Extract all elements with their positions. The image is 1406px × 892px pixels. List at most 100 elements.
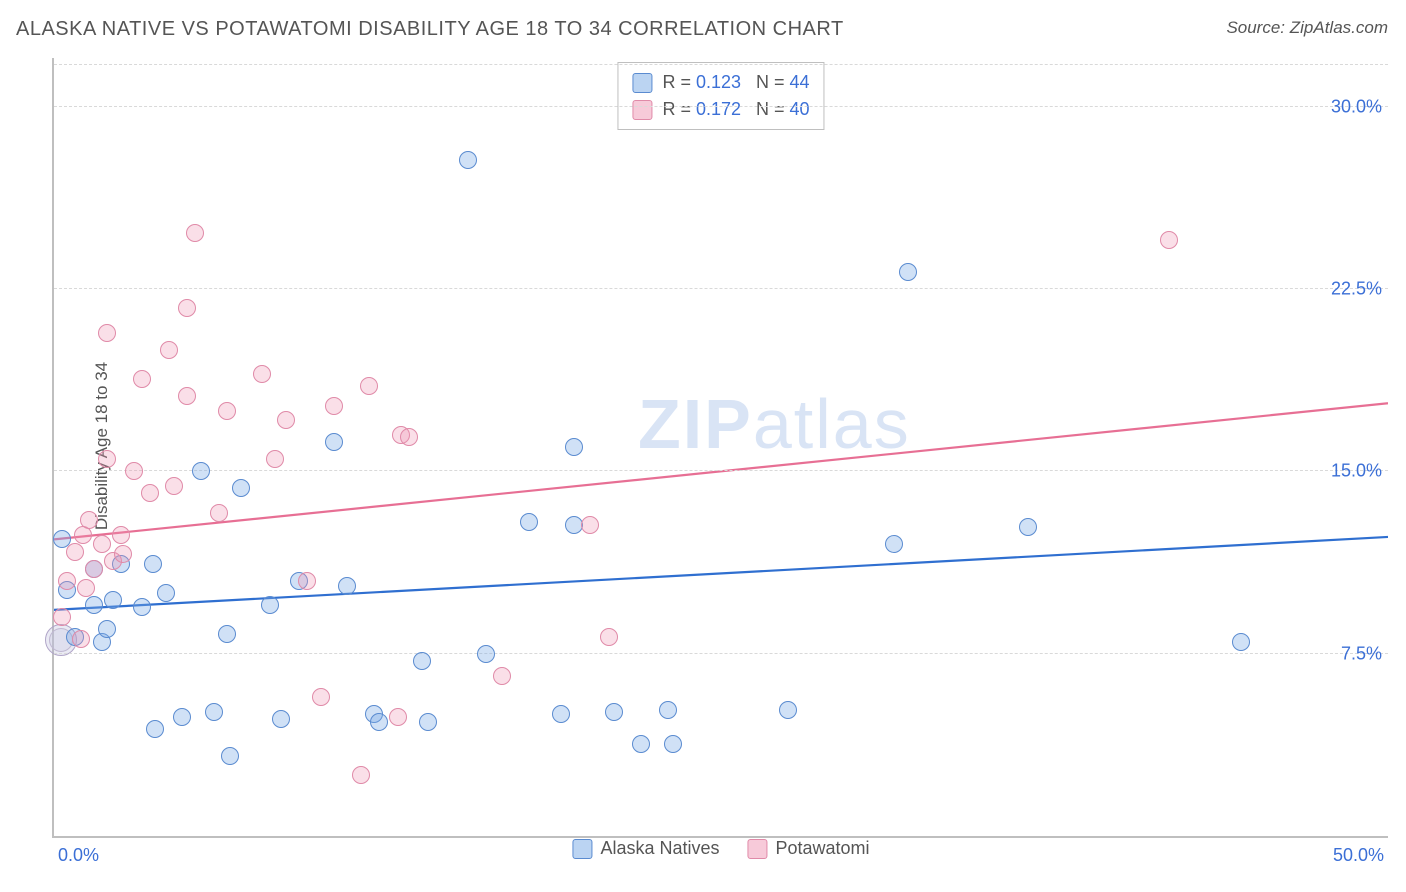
scatter-plot-area: ZIPatlas R = 0.123 N = 44 R = 0.172 N = …: [52, 58, 1388, 838]
x-tick-min: 0.0%: [58, 845, 99, 866]
scatter-point: [160, 341, 178, 359]
scatter-point: [1232, 633, 1250, 651]
scatter-point: [77, 579, 95, 597]
scatter-point: [493, 667, 511, 685]
gridline: [54, 106, 1388, 107]
watermark: ZIPatlas: [638, 384, 911, 464]
y-tick-label: 30.0%: [1323, 96, 1382, 117]
scatter-point: [1160, 231, 1178, 249]
scatter-point: [80, 511, 98, 529]
scatter-point: [112, 526, 130, 544]
scatter-point: [133, 598, 151, 616]
trend-lines: [54, 58, 1388, 836]
swatch-series1: [632, 73, 652, 93]
scatter-point: [413, 652, 431, 670]
scatter-point: [360, 377, 378, 395]
scatter-point: [779, 701, 797, 719]
scatter-point: [66, 543, 84, 561]
scatter-point: [338, 577, 356, 595]
correlation-legend: R = 0.123 N = 44 R = 0.172 N = 40: [617, 62, 824, 130]
scatter-point: [325, 433, 343, 451]
scatter-point: [253, 365, 271, 383]
legend-label-series2: Potawatomi: [776, 838, 870, 859]
scatter-point: [459, 151, 477, 169]
scatter-point: [165, 477, 183, 495]
gridline: [54, 288, 1388, 289]
scatter-point: [178, 299, 196, 317]
scatter-point: [1019, 518, 1037, 536]
scatter-point: [53, 608, 71, 626]
scatter-point: [146, 720, 164, 738]
swatch-series2: [632, 100, 652, 120]
scatter-point: [632, 735, 650, 753]
scatter-point: [370, 713, 388, 731]
scatter-point: [581, 516, 599, 534]
scatter-point: [232, 479, 250, 497]
scatter-point: [141, 484, 159, 502]
series-legend: Alaska Natives Potawatomi: [572, 832, 869, 859]
scatter-point: [272, 710, 290, 728]
scatter-point: [899, 263, 917, 281]
scatter-point: [605, 703, 623, 721]
scatter-point: [600, 628, 618, 646]
scatter-point: [277, 411, 295, 429]
y-tick-label: 7.5%: [1333, 643, 1382, 664]
scatter-point: [192, 462, 210, 480]
legend-row-series1: R = 0.123 N = 44: [632, 69, 809, 96]
legend-item-series1: Alaska Natives: [572, 838, 719, 859]
swatch-series2-icon: [748, 839, 768, 859]
scatter-point: [477, 645, 495, 663]
scatter-point: [144, 555, 162, 573]
scatter-point: [93, 535, 111, 553]
gridline: [54, 64, 1388, 65]
scatter-point: [85, 560, 103, 578]
gridline: [54, 470, 1388, 471]
scatter-point: [352, 766, 370, 784]
scatter-point: [114, 545, 132, 563]
legend-label-series1: Alaska Natives: [600, 838, 719, 859]
scatter-point: [266, 450, 284, 468]
scatter-point: [400, 428, 418, 446]
scatter-point: [58, 572, 76, 590]
gridline: [54, 653, 1388, 654]
scatter-point: [104, 591, 122, 609]
y-tick-label: 15.0%: [1323, 461, 1382, 482]
x-tick-max: 50.0%: [1333, 845, 1384, 866]
swatch-series1-icon: [572, 839, 592, 859]
scatter-point: [173, 708, 191, 726]
scatter-point: [98, 450, 116, 468]
scatter-point: [178, 387, 196, 405]
scatter-point: [885, 535, 903, 553]
scatter-point: [664, 735, 682, 753]
scatter-point: [125, 462, 143, 480]
legend-row-series2: R = 0.172 N = 40: [632, 96, 809, 123]
scatter-point: [312, 688, 330, 706]
trend-line: [54, 403, 1388, 539]
y-tick-label: 22.5%: [1323, 278, 1382, 299]
scatter-point: [325, 397, 343, 415]
scatter-point: [419, 713, 437, 731]
chart-title: ALASKA NATIVE VS POTAWATOMI DISABILITY A…: [16, 18, 844, 41]
scatter-point: [205, 703, 223, 721]
scatter-point: [520, 513, 538, 531]
scatter-point: [186, 224, 204, 242]
scatter-point: [133, 370, 151, 388]
scatter-point: [659, 701, 677, 719]
scatter-point: [552, 705, 570, 723]
scatter-point: [218, 402, 236, 420]
scatter-point: [221, 747, 239, 765]
trend-line: [54, 537, 1388, 610]
scatter-point: [98, 620, 116, 638]
scatter-point: [85, 596, 103, 614]
scatter-point: [157, 584, 175, 602]
scatter-point: [218, 625, 236, 643]
legend-item-series2: Potawatomi: [748, 838, 870, 859]
scatter-point: [210, 504, 228, 522]
scatter-point: [565, 438, 583, 456]
scatter-point: [261, 596, 279, 614]
scatter-point: [298, 572, 316, 590]
scatter-point: [72, 630, 90, 648]
scatter-point: [389, 708, 407, 726]
scatter-point: [98, 324, 116, 342]
source-attribution: Source: ZipAtlas.com: [1226, 18, 1388, 38]
